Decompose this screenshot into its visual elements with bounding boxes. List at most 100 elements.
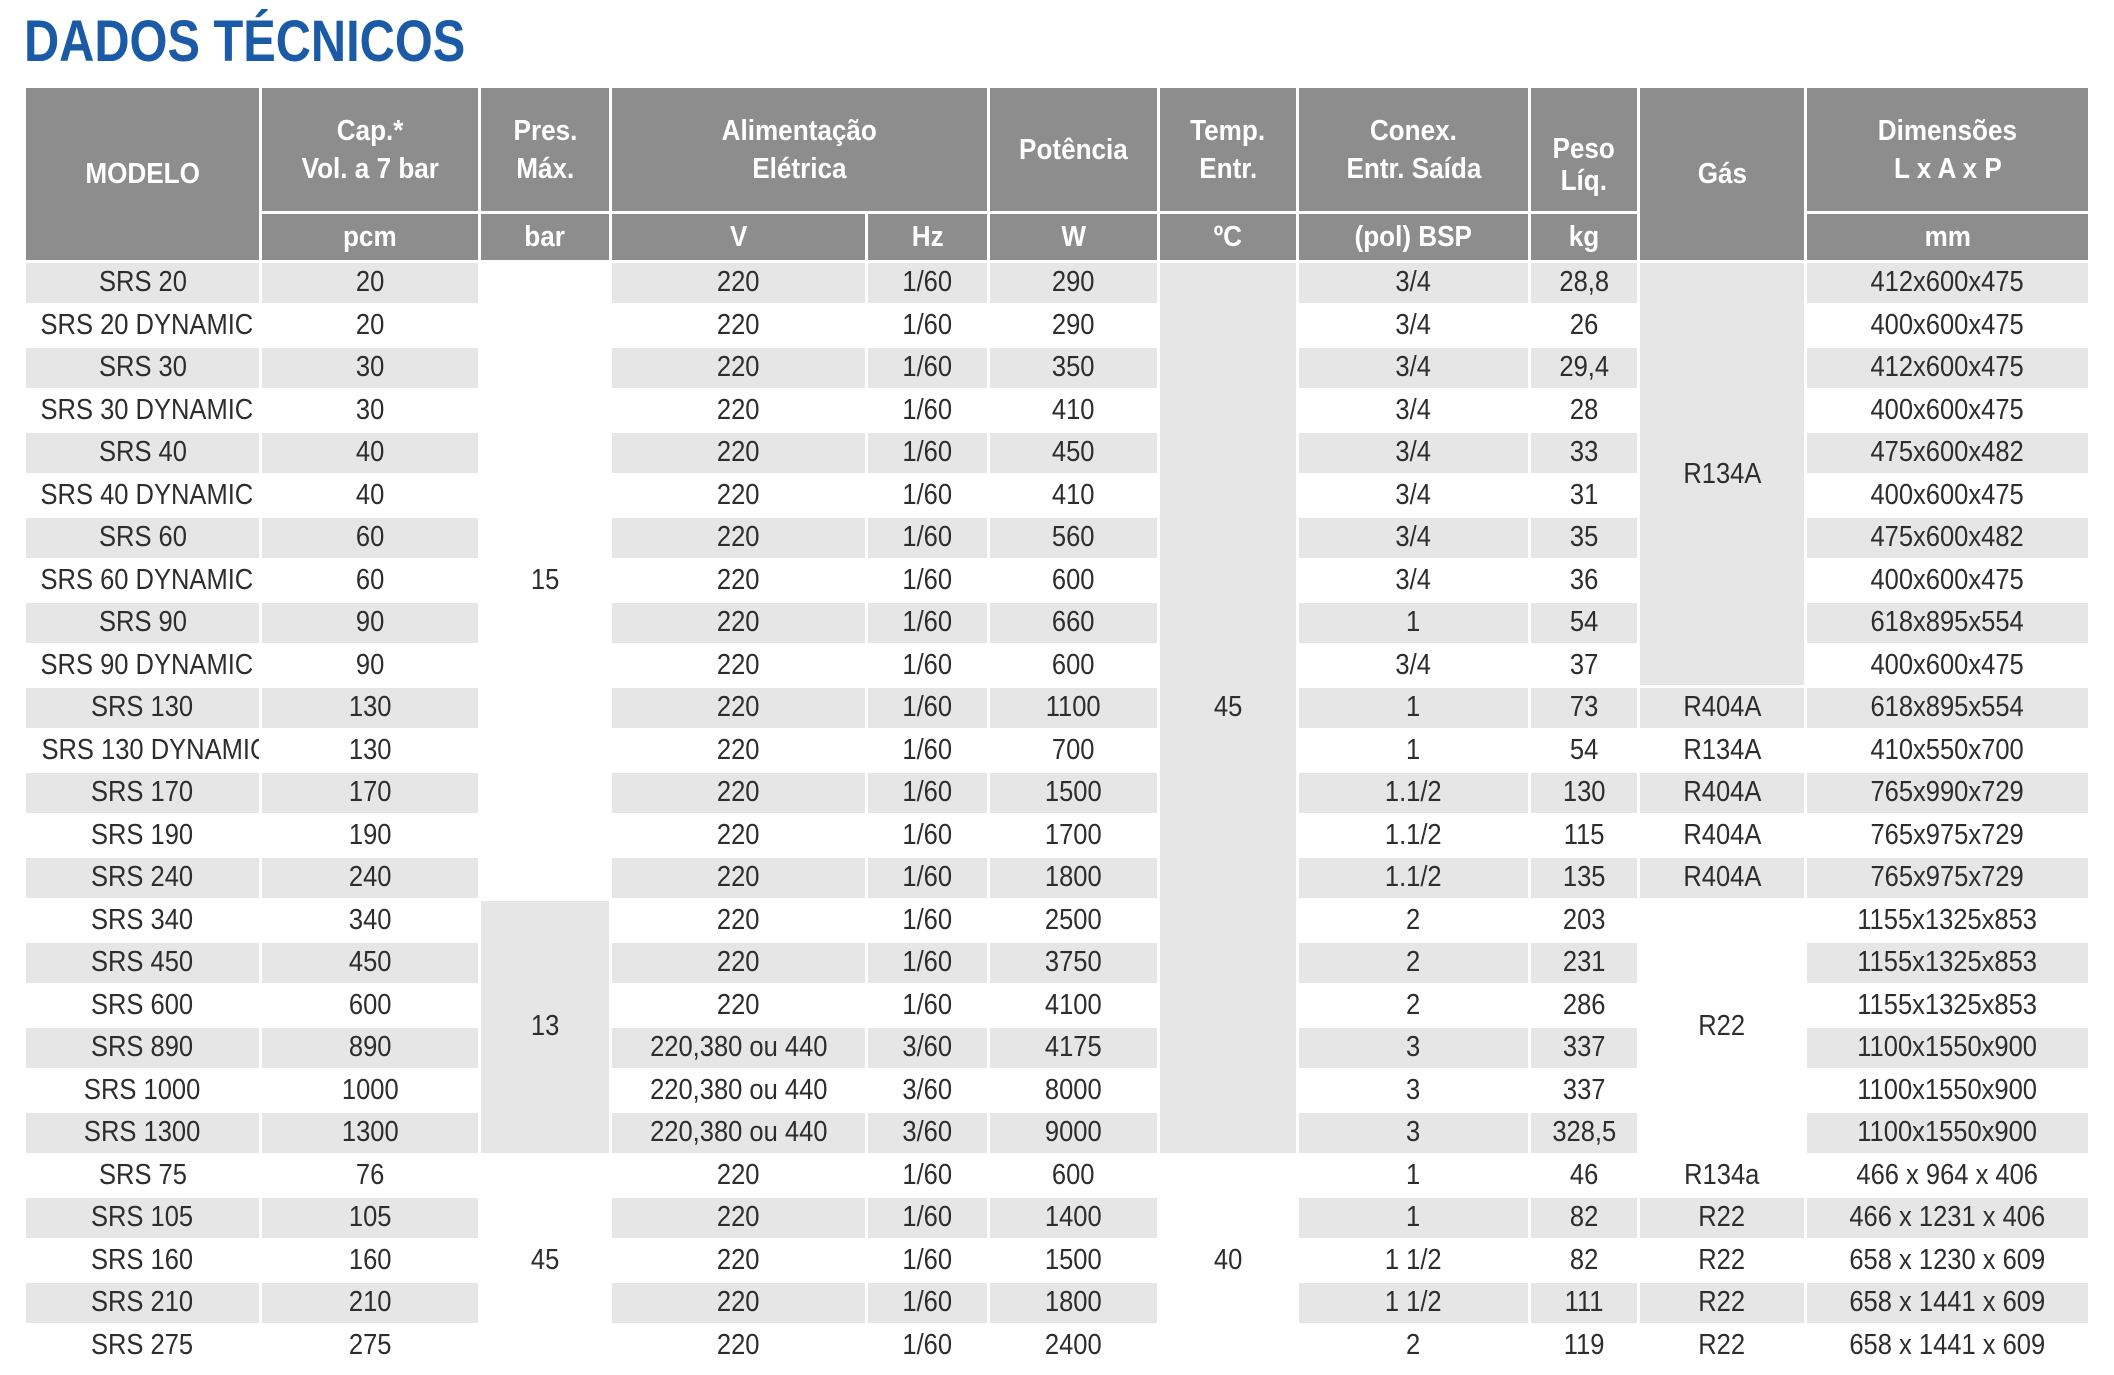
cell-power: 4100 xyxy=(990,985,1161,1028)
cell-modelo: SRS 40 xyxy=(26,433,262,476)
cell-voltage: 220 xyxy=(612,390,868,433)
cell-weight: 37 xyxy=(1531,645,1641,688)
cell-modelo: SRS 60 DYNAMIC xyxy=(26,560,262,603)
cell-frequency: 1/60 xyxy=(868,985,991,1028)
cell-connection: 2 xyxy=(1299,900,1532,943)
table-row: SRS 90 DYNAMIC 90 220 1/60 600 3/4 37 400x600x4… xyxy=(26,645,2089,688)
cell-dimensions: 765x975x729 xyxy=(1807,815,2089,858)
cell-dimensions: 412x600x475 xyxy=(1807,263,2089,306)
cell-gas: R22 xyxy=(1640,1283,1808,1326)
cell-connection: 3/4 xyxy=(1299,433,1532,476)
header-pressure: Pres. Máx. xyxy=(481,88,612,214)
table-row: SRS 240 240 220 1/60 1800 1.1/2 135 R404A 765x97… xyxy=(26,858,2089,901)
header-capacity: Cap.* Vol. a 7 bar xyxy=(262,88,481,214)
cell-frequency: 1/60 xyxy=(868,1198,991,1241)
table-row: SRS 890 890 220,380 ou 440 3/60 4175 3 337 1100… xyxy=(26,1028,2089,1071)
cell-voltage: 220 xyxy=(612,900,868,943)
header-modelo: MODELO xyxy=(26,88,262,263)
cell-voltage: 220,380 ou 440 xyxy=(612,1113,868,1156)
cell-connection: 3/4 xyxy=(1299,348,1532,391)
cell-weight: 328,5 xyxy=(1531,1113,1641,1156)
header-power: Potência xyxy=(990,88,1161,214)
cell-capacity: 30 xyxy=(262,390,481,433)
cell-frequency: 1/60 xyxy=(868,688,991,731)
header-dimensions: Dimensões L x A x P xyxy=(1807,88,2089,214)
table-row: SRS 20 20 15 220 1/60 290 45 3/4 28,8 R134A 412x60… xyxy=(26,263,2089,1156)
table-row: SRS 600 600 220 1/60 4100 2 286 1155x1325x853 xyxy=(26,985,2089,1028)
cell-weight: 35 xyxy=(1531,518,1641,561)
cell-power: 290 xyxy=(990,305,1161,348)
cell-modelo: SRS 1000 xyxy=(26,1070,262,1113)
cell-power: 450 xyxy=(990,433,1161,476)
cell-power: 9000 xyxy=(990,1113,1161,1156)
cell-power: 2500 xyxy=(990,900,1161,943)
cell-frequency: 3/60 xyxy=(868,1113,991,1156)
cell-voltage: 220 xyxy=(612,645,868,688)
cell-modelo: SRS 20 DYNAMIC xyxy=(26,305,262,348)
table-row: SRS 105 105 220 1/60 1400 1 82 R22 466 x 1231 x … xyxy=(26,1198,2089,1241)
cell-connection: 1.1/2 xyxy=(1299,815,1532,858)
cell-capacity: 890 xyxy=(262,1028,481,1071)
header-temperature: Temp. Entr. xyxy=(1160,88,1300,214)
header-row-main: MODELO Cap.* Vol. a 7 bar Pres. Máx. Alime… xyxy=(26,88,2089,263)
table-row: SRS 20 DYNAMIC 20 220 1/60 290 3/4 26 400x600x4… xyxy=(26,305,2089,348)
cell-modelo: SRS 190 xyxy=(26,815,262,858)
cell-frequency: 1/60 xyxy=(868,773,991,816)
cell-modelo: SRS 210 xyxy=(26,1283,262,1326)
cell-power: 8000 xyxy=(990,1070,1161,1113)
cell-voltage: 220 xyxy=(612,815,868,858)
cell-modelo: SRS 160 xyxy=(26,1240,262,1283)
cell-capacity: 275 xyxy=(262,1325,481,1368)
cell-connection: 3/4 xyxy=(1299,475,1532,518)
header-weight: Peso Líq. xyxy=(1531,88,1641,214)
cell-frequency: 1/60 xyxy=(868,348,991,391)
cell-gas: R134a xyxy=(1640,1155,1808,1198)
cell-frequency: 1/60 xyxy=(868,645,991,688)
cell-capacity: 240 xyxy=(262,858,481,901)
cell-weight: 115 xyxy=(1531,815,1641,858)
cell-capacity: 20 xyxy=(262,305,481,348)
cell-connection: 2 xyxy=(1299,1325,1532,1368)
cell-frequency: 1/60 xyxy=(868,943,991,986)
header-power-supply: Alimentação Elétrica xyxy=(612,88,991,214)
table-row: SRS 275 275 220 1/60 2400 2 119 R22 658 x 1441 x… xyxy=(26,1325,2089,1368)
cell-weight: 28 xyxy=(1531,390,1641,433)
cell-capacity: 190 xyxy=(262,815,481,858)
cell-dimensions: 1155x1325x853 xyxy=(1807,943,2089,986)
cell-connection: 3/4 xyxy=(1299,560,1532,603)
cell-dimensions: 400x600x475 xyxy=(1807,475,2089,518)
cell-capacity: 30 xyxy=(262,348,481,391)
cell-gas: R404A xyxy=(1640,773,1808,816)
cell-voltage: 220 xyxy=(612,475,868,518)
cell-frequency: 1/60 xyxy=(868,1155,991,1198)
table-row: SRS 40 40 220 1/60 450 3/4 33 475x600x482 xyxy=(26,433,2089,476)
cell-dimensions: 1100x1550x900 xyxy=(1807,1028,2089,1071)
cell-frequency: 1/60 xyxy=(868,858,991,901)
cell-voltage: 220,380 ou 440 xyxy=(612,1070,868,1113)
table-body: SRS 20 20 15 220 1/60 290 45 3/4 28,8 R134A 412x60… xyxy=(26,263,2089,1368)
cell-weight: 337 xyxy=(1531,1028,1641,1071)
cell-gas: R404A xyxy=(1640,688,1808,731)
cell-frequency: 1/60 xyxy=(868,815,991,858)
page-title: DADOS TÉCNICOS xyxy=(24,9,466,74)
cell-voltage: 220 xyxy=(612,348,868,391)
cell-voltage: 220 xyxy=(612,730,868,773)
cell-power: 1800 xyxy=(990,1283,1161,1326)
cell-connection: 1 1/2 xyxy=(1299,1283,1532,1326)
cell-voltage: 220 xyxy=(612,943,868,986)
cell-connection: 3/4 xyxy=(1299,645,1532,688)
cell-voltage: 220 xyxy=(612,518,868,561)
cell-power: 660 xyxy=(990,603,1161,646)
cell-power: 290 xyxy=(990,263,1161,306)
cell-connection: 2 xyxy=(1299,985,1532,1028)
cell-modelo: SRS 20 xyxy=(26,263,262,306)
table-row: SRS 450 450 220 1/60 3750 2 231 1155x1325x853 xyxy=(26,943,2089,986)
cell-dimensions: 400x600x475 xyxy=(1807,305,2089,348)
cell-capacity: 130 xyxy=(262,730,481,773)
cell-frequency: 1/60 xyxy=(868,305,991,348)
cell-modelo: SRS 90 DYNAMIC xyxy=(26,645,262,688)
cell-modelo: SRS 60 xyxy=(26,518,262,561)
cell-gas: R22 xyxy=(1640,1198,1808,1241)
cell-gas: R134A xyxy=(1640,263,1808,688)
cell-modelo: SRS 450 xyxy=(26,943,262,986)
